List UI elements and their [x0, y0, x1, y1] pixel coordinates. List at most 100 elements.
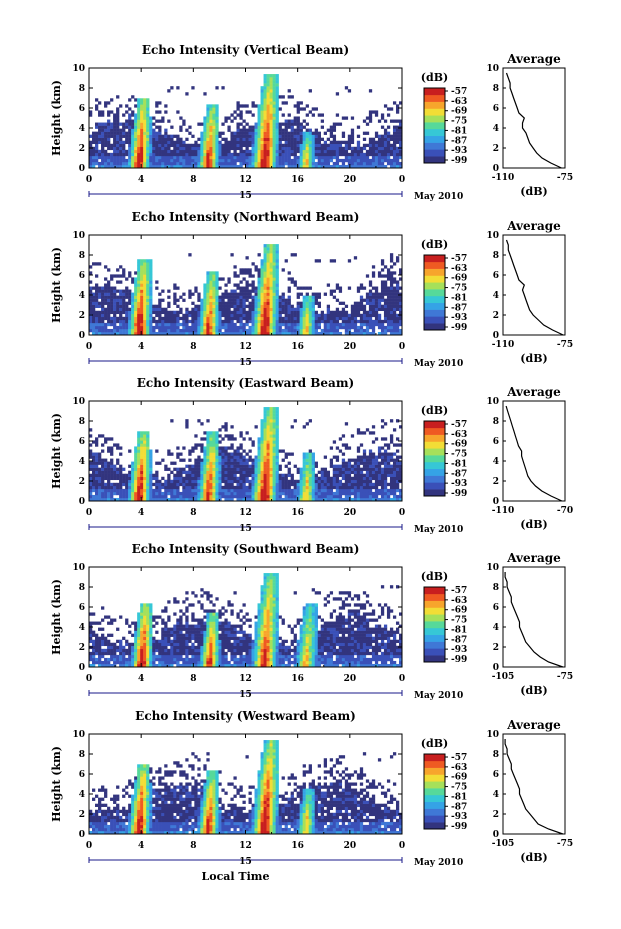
heatmap-cell — [260, 101, 264, 105]
heatmap-cell — [206, 152, 210, 157]
heatmap-cell — [155, 494, 159, 499]
heatmap-cell — [296, 304, 300, 308]
heatmap-cell — [245, 155, 249, 160]
heatmap-cell — [272, 155, 276, 160]
heatmap-cell — [143, 479, 147, 484]
heatmap-cell — [347, 140, 352, 145]
heatmap-cell — [107, 307, 111, 312]
heatmap-cell — [260, 274, 264, 278]
heatmap-cell — [218, 485, 222, 490]
heatmap-cell — [182, 313, 186, 318]
heatmap-cell — [257, 461, 261, 465]
heatmap-cell — [305, 131, 309, 135]
heatmap-cell — [104, 265, 108, 269]
heatmap-cell — [302, 425, 306, 429]
heatmap-cell — [386, 268, 391, 272]
heatmap-cell — [281, 310, 285, 315]
heatmap-cell — [314, 146, 318, 151]
heatmap-cell — [236, 274, 240, 278]
heatmap-cell — [110, 122, 114, 126]
heatmap-cell — [332, 143, 337, 148]
heatmap-cell — [275, 280, 279, 284]
heatmap-cell — [194, 143, 198, 148]
heatmap-cell — [104, 298, 108, 302]
heatmap-cell — [371, 425, 376, 429]
heatmap-cell — [365, 467, 370, 471]
heatmap-cell — [143, 434, 147, 438]
heatmap-cell — [221, 461, 225, 465]
heatmap-cell — [317, 494, 321, 499]
heatmap-cell — [236, 467, 240, 471]
heatmap-cell — [125, 104, 129, 108]
heatmap-cell — [224, 491, 228, 496]
heatmap-cell — [398, 128, 403, 132]
heatmap-cell — [272, 464, 276, 468]
x-tick-label: 4 — [138, 175, 144, 185]
heatmap-cell — [137, 434, 141, 438]
heatmap-cell — [368, 289, 373, 293]
heatmap-cell — [302, 125, 306, 129]
heatmap-cell — [251, 443, 255, 447]
heatmap-cell — [260, 146, 264, 151]
heatmap-cell — [212, 467, 216, 471]
heatmap-cell — [362, 328, 367, 333]
heatmap-cell — [308, 476, 312, 481]
heatmap-cell — [383, 310, 388, 315]
heatmap-cell — [104, 152, 108, 157]
heatmap-cell — [146, 319, 150, 324]
heatmap-cell — [353, 464, 358, 468]
heatmap-cell — [92, 467, 96, 471]
heatmap-cell — [353, 479, 358, 484]
heatmap-cell — [254, 455, 258, 459]
heatmap-cell — [356, 488, 361, 493]
heatmap-cell — [251, 113, 255, 117]
heatmap-cell — [131, 301, 135, 305]
heatmap-cell — [284, 131, 288, 135]
heatmap-cell — [212, 149, 216, 154]
heatmap-cell — [206, 328, 210, 333]
heatmap-cell — [287, 158, 291, 163]
heatmap-cell — [110, 292, 114, 296]
heatmap-cell — [167, 304, 171, 308]
heatmap-cell — [266, 416, 270, 420]
heatmap-cell — [161, 325, 165, 330]
heatmap-cell — [260, 307, 264, 312]
heatmap-cell — [359, 497, 364, 502]
heatmap-cell — [257, 301, 261, 305]
heatmap-cell — [284, 161, 288, 166]
heatmap-cell — [161, 137, 165, 141]
heatmap-cell — [149, 458, 153, 462]
heatmap-cell — [365, 155, 370, 160]
heatmap-cell — [299, 149, 303, 154]
heatmap-cell — [344, 140, 349, 145]
heatmap-cell — [329, 125, 334, 129]
heatmap-cell — [317, 316, 321, 321]
heatmap-cell — [272, 98, 276, 102]
colorbar-segment — [424, 128, 445, 137]
heatmap-cell — [302, 464, 306, 468]
heatmap-cell — [329, 259, 334, 263]
heatmap-cell — [221, 131, 225, 135]
heatmap-cell — [275, 277, 279, 281]
heatmap-cell — [335, 497, 340, 502]
heatmap-cell — [350, 134, 355, 138]
heatmap-cell — [275, 164, 279, 169]
heatmap-cell — [347, 328, 352, 333]
heatmap-cell — [188, 292, 192, 296]
heatmap-cell — [353, 458, 358, 462]
heatmap-cell — [335, 473, 340, 478]
heatmap-cell — [314, 313, 318, 318]
heatmap-cell — [245, 143, 249, 148]
heatmap-cell — [293, 158, 297, 163]
heatmap-cell — [269, 80, 273, 84]
heatmap-cell — [92, 262, 96, 266]
heatmap-cell — [167, 491, 171, 496]
heatmap-cell — [380, 152, 385, 157]
heatmap-cell — [107, 289, 111, 293]
heatmap-cell — [269, 449, 273, 453]
heatmap-cell — [221, 319, 225, 324]
heatmap-cell — [383, 140, 388, 145]
heatmap-cell — [296, 161, 300, 166]
heatmap-cell — [182, 316, 186, 321]
heatmap-cell — [215, 443, 219, 447]
